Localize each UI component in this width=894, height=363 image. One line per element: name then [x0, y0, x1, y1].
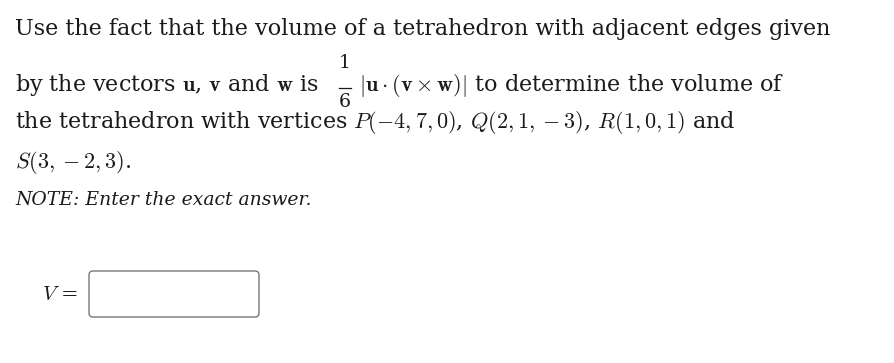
Text: $\mathit{V}$ =: $\mathit{V}$ =	[42, 286, 78, 305]
FancyBboxPatch shape	[89, 271, 258, 317]
Text: $\mathit{S}(3,-2,3)$.: $\mathit{S}(3,-2,3)$.	[15, 149, 131, 176]
Text: NOTE: Enter the exact answer.: NOTE: Enter the exact answer.	[15, 191, 311, 209]
Text: 6: 6	[339, 93, 350, 111]
Text: 1: 1	[339, 54, 350, 72]
Text: the tetrahedron with vertices $\mathit{P}(-4,7,0)$, $\mathit{Q}(2,1,-3)$, $\math: the tetrahedron with vertices $\mathit{P…	[15, 109, 735, 136]
Text: $|\mathbf{u} \cdot (\mathbf{v} \times \mathbf{w})|$ to determine the volume of: $|\mathbf{u} \cdot (\mathbf{v} \times \m…	[358, 72, 783, 99]
Text: Use the fact that the volume of a tetrahedron with adjacent edges given: Use the fact that the volume of a tetrah…	[15, 18, 830, 40]
Text: by the vectors $\mathbf{u}$, $\mathbf{v}$ and $\mathbf{w}$ is: by the vectors $\mathbf{u}$, $\mathbf{v}…	[15, 72, 318, 98]
